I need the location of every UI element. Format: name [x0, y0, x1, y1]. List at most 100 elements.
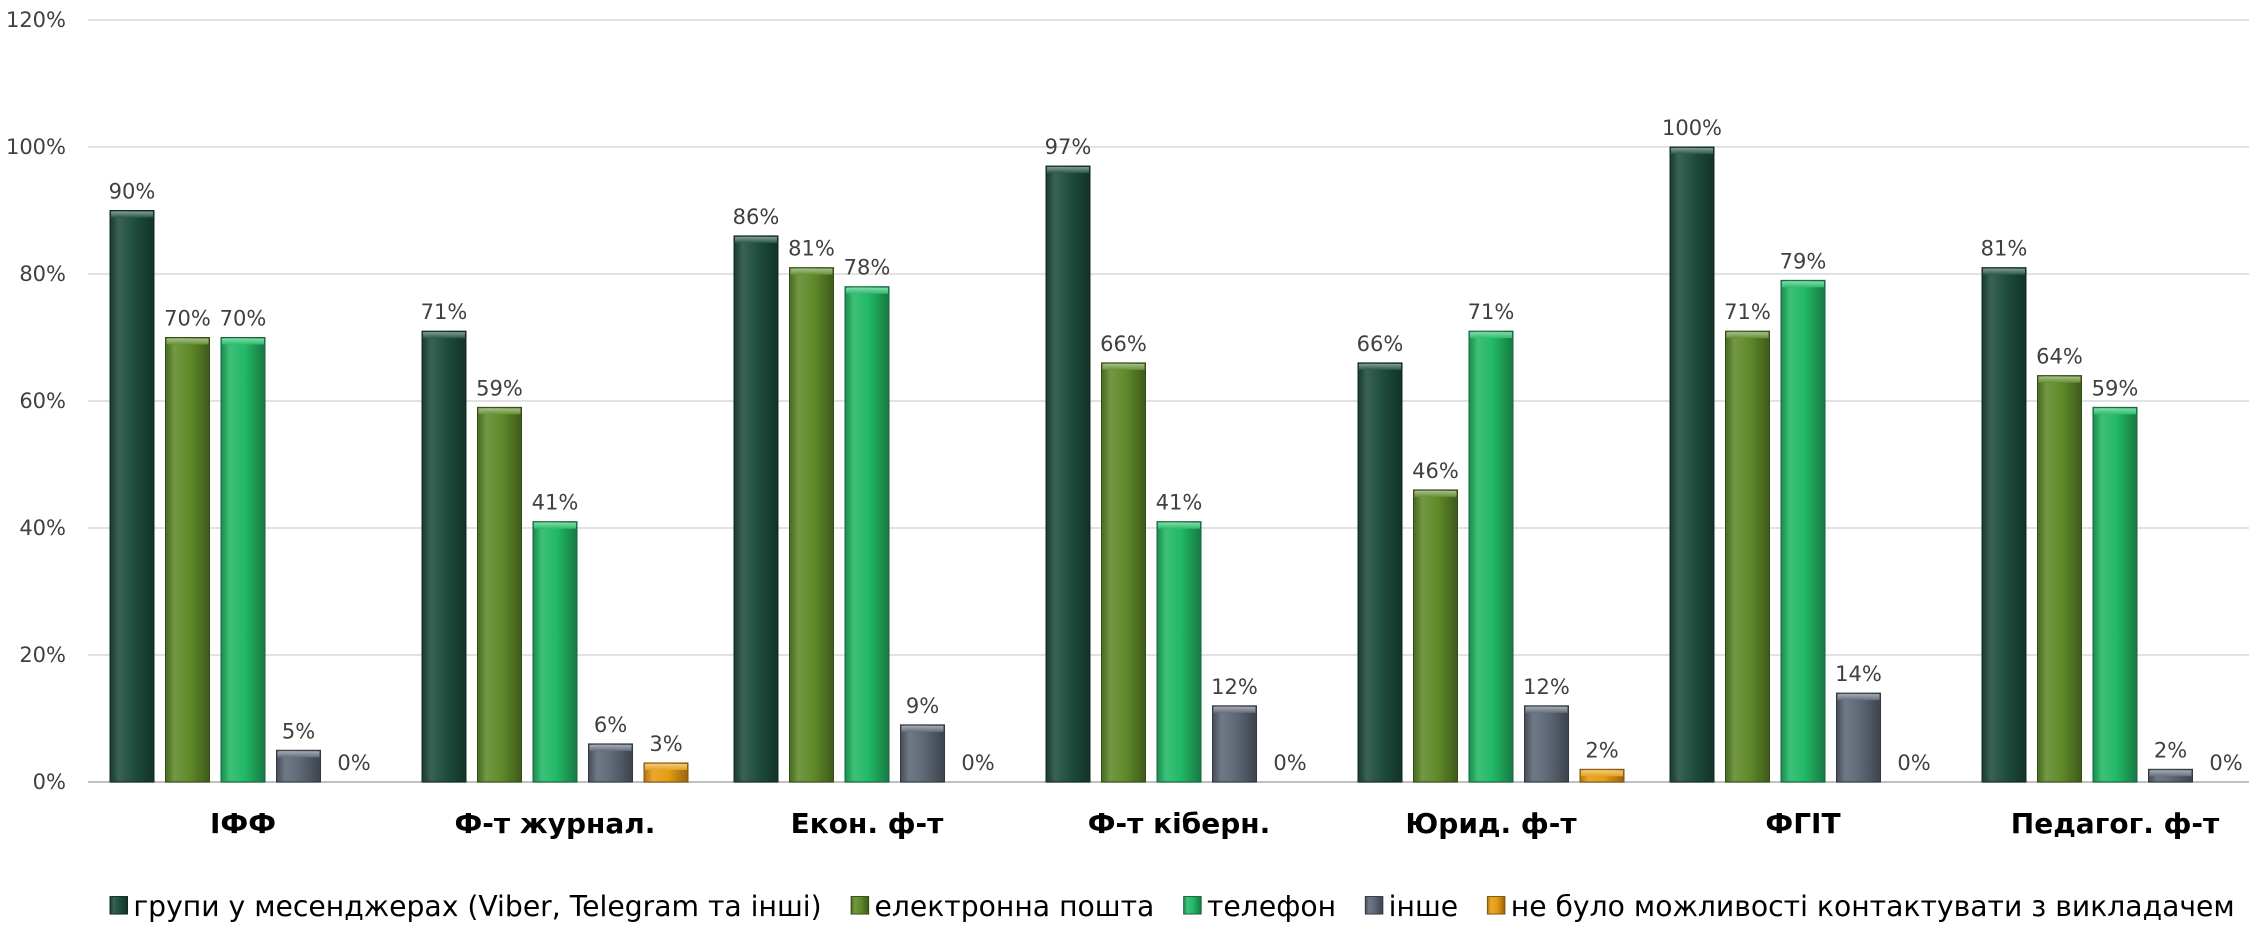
category-label: Ф-т кіберн. — [1088, 807, 1271, 840]
bar-highlight — [277, 751, 320, 758]
bar-highlight — [166, 338, 209, 345]
category-label: ІФФ — [210, 807, 276, 840]
bar-highlight — [2149, 770, 2192, 777]
data-label: 0% — [1897, 751, 1930, 775]
category-label: Педагог. ф-т — [2011, 807, 2220, 840]
y-tick-label: 40% — [19, 516, 66, 540]
bar-highlight — [1102, 363, 1145, 370]
bar — [1725, 330, 1770, 783]
legend-label: інше — [1389, 890, 1458, 923]
bar-highlight — [1581, 770, 1623, 777]
y-tick-label: 0% — [33, 770, 66, 794]
bar — [1981, 267, 2027, 783]
bar — [2092, 406, 2138, 783]
data-label: 14% — [1835, 662, 1882, 686]
bar — [1780, 279, 1826, 783]
legend-label: групи у месенджерах (Viber, Telegram та … — [133, 890, 821, 923]
bars — [109, 146, 2193, 783]
bar-highlight — [478, 408, 521, 415]
data-labels: 90% 70% 70% 5% 0% 71% 59% 41% 6% 3% 86% 81% 78% 9% 0% 9… — [109, 116, 2243, 775]
bar-highlight — [1047, 167, 1089, 174]
data-label: 41% — [532, 491, 579, 515]
category-label: Ф-т журнал. — [455, 807, 656, 840]
bar-highlight — [735, 236, 777, 243]
category-label: Екон. ф-т — [791, 807, 945, 840]
bar — [2037, 375, 2082, 783]
bar — [477, 406, 522, 783]
y-tick-label: 80% — [19, 262, 66, 286]
legend: групи у месенджерах (Viber, Telegram та … — [109, 890, 2235, 923]
category-label: Юрид. ф-т — [1405, 807, 1577, 840]
y-tick-label: 120% — [6, 8, 66, 32]
legend-label: телефон — [1207, 890, 1336, 923]
data-label: 3% — [649, 732, 682, 756]
bar-highlight — [2038, 376, 2081, 383]
bar-highlight — [1671, 148, 1713, 154]
data-label: 2% — [2154, 738, 2187, 762]
bar — [532, 521, 578, 783]
data-label: 64% — [2036, 345, 2083, 369]
bar — [421, 330, 467, 783]
bar — [1212, 705, 1257, 783]
bar — [1669, 146, 1715, 783]
data-label: 2% — [1585, 738, 1618, 762]
bar-highlight — [1726, 332, 1769, 339]
bar-highlight — [423, 332, 465, 339]
data-label: 71% — [1468, 300, 1515, 324]
data-label: 100% — [1662, 116, 1722, 140]
legend-label: не було можливості контактувати з виклад… — [1511, 890, 2235, 923]
bar-highlight — [222, 338, 264, 345]
data-label: 79% — [1780, 249, 1827, 273]
legend-label: електронна пошта — [874, 890, 1154, 923]
bar — [1101, 362, 1146, 783]
bar-highlight — [2094, 408, 2136, 415]
y-tick-label: 100% — [6, 135, 66, 159]
category-labels: ІФФ Ф-т журнал. Екон. ф-т Ф-т кіберн. Юрид. … — [210, 807, 2220, 840]
bar — [1045, 165, 1091, 783]
bar — [733, 235, 779, 783]
data-label: 81% — [1981, 237, 2028, 261]
bar-highlight — [645, 763, 687, 770]
bar-highlight — [1359, 363, 1401, 370]
data-label: 70% — [220, 307, 267, 331]
bar-highlight — [846, 287, 888, 294]
data-label: 59% — [2092, 376, 2139, 400]
bar — [1357, 362, 1403, 783]
bar-highlight — [1414, 490, 1457, 497]
data-label: 6% — [594, 713, 627, 737]
bar-highlight — [1983, 268, 2025, 275]
y-axis-tick-labels: 0% 20% 40% 60% 80% 100% 120% — [6, 8, 66, 794]
data-label: 78% — [844, 256, 891, 280]
data-label: 5% — [282, 719, 315, 743]
data-label: 59% — [476, 376, 523, 400]
data-label: 66% — [1357, 332, 1404, 356]
bar — [220, 337, 266, 783]
bar-highlight — [1158, 522, 1200, 529]
data-label: 9% — [906, 694, 939, 718]
legend-marker — [109, 896, 129, 915]
data-label: 71% — [421, 300, 468, 324]
data-label: 90% — [109, 180, 156, 204]
data-label: 12% — [1211, 675, 1258, 699]
bar — [1468, 330, 1514, 783]
legend-marker — [1486, 896, 1506, 915]
bar — [1524, 705, 1569, 783]
data-label: 70% — [164, 307, 211, 331]
bar — [1836, 692, 1881, 783]
bar-highlight — [901, 725, 944, 732]
data-label: 66% — [1100, 332, 1147, 356]
y-tick-label: 20% — [19, 643, 66, 667]
data-label: 0% — [337, 751, 370, 775]
bar — [789, 267, 834, 783]
legend-marker — [850, 896, 870, 915]
bar — [900, 724, 945, 783]
bar-highlight — [111, 211, 153, 218]
data-label: 41% — [1156, 491, 1203, 515]
bar-highlight — [1525, 706, 1568, 713]
y-tick-label: 60% — [19, 389, 66, 413]
data-label: 86% — [733, 205, 780, 229]
category-label: ФГІТ — [1765, 807, 1840, 840]
bar-highlight — [790, 268, 833, 275]
